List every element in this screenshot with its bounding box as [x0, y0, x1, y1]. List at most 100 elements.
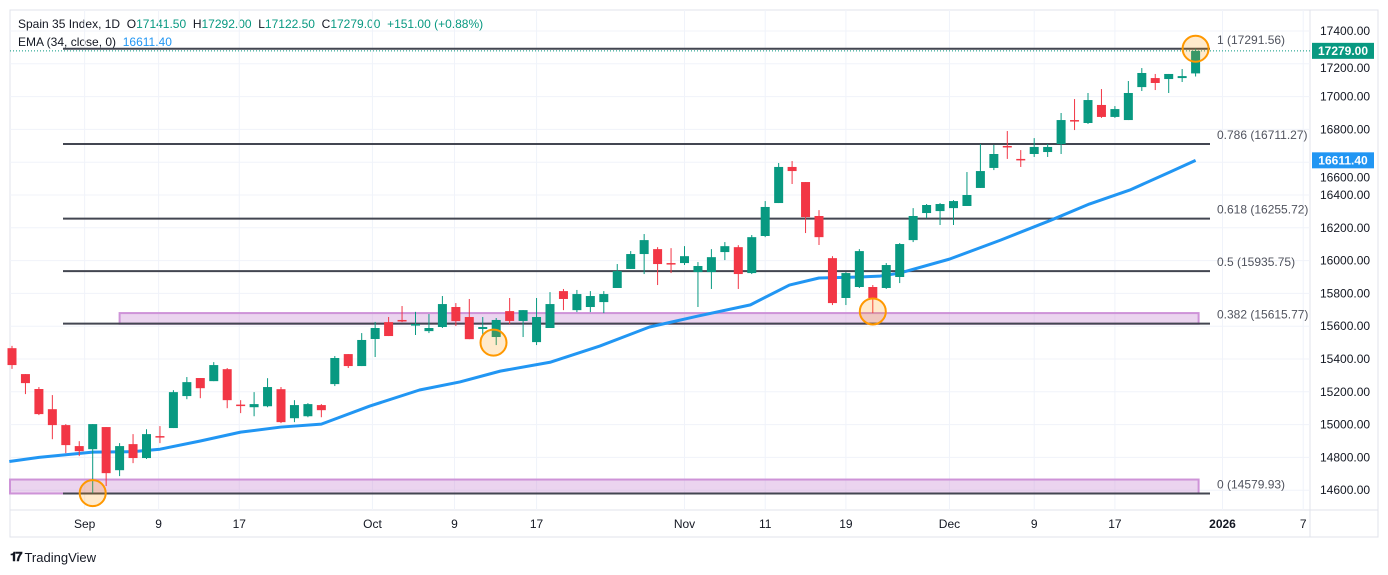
tradingview-logo[interactable]: 𝟏𝟕 TradingView	[10, 549, 96, 565]
candle-up	[1029, 146, 1039, 154]
candle-up	[599, 294, 609, 303]
candle-down	[653, 249, 663, 265]
candle-down	[814, 215, 824, 238]
candle-down	[343, 354, 353, 367]
x-tick-label: Oct	[363, 517, 382, 531]
symbol-title: Spain 35 Index, 1D	[18, 17, 121, 31]
candle-up	[639, 240, 649, 255]
fib-label: 0.618 (16255.72)	[1217, 203, 1308, 217]
candle-up	[182, 382, 192, 397]
y-tick-label: 16600.00	[1320, 170, 1370, 184]
close-value: 17279.00	[330, 17, 381, 31]
candle-up	[680, 256, 689, 264]
high-label: H	[192, 17, 202, 31]
x-tick-label: 19	[839, 517, 853, 531]
x-tick-label: 9	[1031, 517, 1038, 531]
candle-up	[1083, 100, 1093, 124]
candle-down	[787, 166, 797, 172]
fib-label: 0.5 (15935.75)	[1217, 255, 1295, 269]
candle-down	[20, 374, 30, 384]
candle-up	[357, 339, 367, 367]
change-value: +151.00 (+0.88%)	[387, 17, 484, 31]
candle-up	[895, 244, 905, 277]
candle-down	[222, 369, 232, 401]
candle-up	[478, 327, 488, 329]
highlight-circle	[78, 479, 107, 508]
low-value: 17122.50	[264, 17, 315, 31]
candle-up	[881, 265, 891, 288]
candle-up	[962, 195, 972, 206]
candle-down	[34, 389, 44, 415]
candle-up	[935, 204, 945, 212]
highlight-circle	[479, 328, 508, 357]
markers	[78, 34, 1210, 508]
fib-label: 0 (14579.93)	[1217, 477, 1285, 491]
candle-up	[289, 405, 299, 419]
last-price-tag-label: 17279.00	[1318, 44, 1368, 58]
y-tick-label: 17400.00	[1320, 24, 1370, 38]
y-tick-label: 14600.00	[1320, 483, 1370, 497]
candle-up	[989, 154, 999, 168]
x-tick-label: 2026	[1209, 517, 1236, 531]
fib-label: 0.786 (16711.27)	[1217, 128, 1308, 142]
candle-up	[908, 215, 918, 241]
candle-down	[451, 307, 461, 322]
candle-down	[128, 444, 138, 459]
candle-up	[1110, 109, 1120, 117]
candle-down	[195, 378, 205, 389]
ema-legend[interactable]: EMA (34, close, 0) 16611.40	[18, 35, 172, 49]
candle-down	[47, 409, 57, 426]
candles	[7, 48, 1201, 494]
ema-price-tag	[1312, 152, 1374, 169]
last-price-tag	[1312, 42, 1374, 59]
ema-value: 16611.40	[122, 35, 172, 49]
candle-up	[841, 273, 851, 298]
candle-down	[74, 446, 84, 452]
candle-down	[1016, 158, 1026, 161]
x-tick-label: 9	[451, 517, 458, 531]
fib-levels: 1 (17291.56) 0.786 (16711.27) 0.618 (16255…	[10, 33, 1310, 495]
y-tick-label: 16200.00	[1320, 221, 1370, 235]
candle-up	[1123, 92, 1133, 121]
candle-down	[101, 427, 111, 474]
candle-up	[693, 266, 703, 273]
candle-up	[437, 304, 447, 328]
candle-up	[263, 387, 273, 407]
candle-up	[612, 271, 622, 288]
x-tick-label: 17	[530, 517, 544, 531]
open-value: 17141.50	[136, 17, 187, 31]
candle-up	[411, 324, 420, 326]
candle-up	[142, 434, 151, 459]
candle-down	[868, 287, 878, 298]
candle-up	[88, 424, 98, 450]
candle-up	[303, 404, 313, 417]
x-tick-label: 7	[1300, 517, 1307, 531]
x-tick-label: 17	[233, 517, 247, 531]
candle-up	[1177, 76, 1187, 79]
y-tick-label: 17200.00	[1320, 61, 1370, 75]
y-tick-label: 16400.00	[1320, 188, 1370, 202]
low-label: L	[258, 17, 265, 31]
x-tick-label: 17	[1108, 517, 1122, 531]
candle-up	[424, 328, 434, 332]
candle-down	[7, 348, 17, 366]
candle-up	[760, 206, 770, 236]
candle-up	[922, 205, 932, 214]
y-tick-label: 15600.00	[1320, 319, 1370, 333]
candle-up	[1043, 146, 1053, 153]
candle-down	[397, 319, 407, 322]
candle-up	[370, 328, 380, 339]
candle-up	[626, 254, 636, 269]
candle-up	[249, 404, 259, 408]
highlight-circle	[858, 297, 887, 326]
close-label: C	[321, 17, 331, 31]
candle-down	[1070, 120, 1080, 122]
x-tick-label: Sep	[74, 517, 96, 531]
candle-up	[545, 304, 555, 329]
candle-up	[1164, 73, 1174, 80]
grid	[9, 9, 1379, 538]
candle-up	[774, 166, 784, 204]
candle-down	[276, 389, 286, 423]
ema-polyline	[9, 159, 1197, 463]
